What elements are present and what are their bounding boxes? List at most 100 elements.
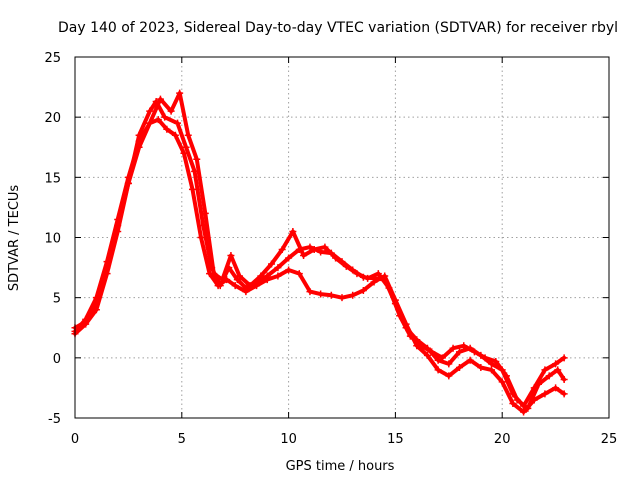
data-point-marker <box>502 372 510 380</box>
y-tick-label: 5 <box>53 292 61 307</box>
data-point-marker <box>92 306 100 314</box>
data-point-marker <box>460 342 468 350</box>
data-point-marker <box>434 366 442 374</box>
data-point-marker <box>306 243 314 251</box>
data-point-marker <box>163 125 171 133</box>
data-point-marker <box>92 294 100 302</box>
data-point-marker <box>417 342 425 350</box>
x-tick-label: 10 <box>280 432 297 447</box>
data-point-marker <box>406 332 414 340</box>
data-point-marker <box>210 270 218 278</box>
data-point-marker <box>124 173 132 181</box>
data-point-marker <box>310 246 318 254</box>
data-point-marker <box>174 119 182 127</box>
data-point-marker <box>342 262 350 270</box>
data-point-marker <box>171 131 179 139</box>
data-point-marker <box>438 354 446 362</box>
data-point-marker <box>535 380 543 388</box>
x-tick-label: 5 <box>178 432 186 447</box>
data-point-marker <box>103 258 111 266</box>
data-point-marker <box>242 288 250 296</box>
y-tick-label: 20 <box>44 111 61 126</box>
data-point-marker <box>359 286 367 294</box>
data-point-marker <box>327 291 335 299</box>
x-tick-label: 15 <box>387 432 404 447</box>
data-point-marker <box>193 155 201 163</box>
series-track-a <box>71 98 568 410</box>
data-point-marker <box>513 396 521 404</box>
series-line <box>73 117 567 414</box>
y-tick-label: 25 <box>44 51 61 66</box>
data-point-marker <box>364 274 372 282</box>
data-point-marker <box>455 348 463 356</box>
data-point-marker <box>445 372 453 380</box>
data-point-marker <box>257 272 265 280</box>
chart-title: Day 140 of 2023, Sidereal Day-to-day VTE… <box>58 20 618 36</box>
data-point-marker <box>214 282 222 290</box>
data-point-marker <box>235 272 243 280</box>
data-point-marker <box>455 363 463 371</box>
data-point-marker <box>146 119 154 127</box>
data-point-marker <box>338 294 346 302</box>
data-point-marker <box>197 234 205 241</box>
data-point-marker <box>321 243 329 251</box>
data-point-marker <box>218 276 226 284</box>
data-point-marker <box>449 344 457 352</box>
data-point-marker <box>385 284 393 292</box>
data-point-marker <box>498 378 506 386</box>
data-point-marker <box>233 276 241 284</box>
data-point-marker <box>541 390 549 398</box>
data-point-marker <box>374 270 382 278</box>
data-point-marker <box>263 276 271 284</box>
x-tick-label: 25 <box>601 432 618 447</box>
data-point-marker <box>295 270 303 278</box>
series-track-c <box>71 89 568 412</box>
data-point-marker <box>285 254 293 262</box>
data-point-marker <box>396 312 404 320</box>
data-point-marker <box>167 107 175 115</box>
data-point-marker <box>274 264 282 272</box>
data-point-marker <box>520 408 528 416</box>
data-point-marker <box>154 116 162 124</box>
data-point-marker <box>114 215 122 223</box>
data-point-marker <box>481 354 489 362</box>
data-point-marker <box>488 366 496 374</box>
data-point-marker <box>317 290 325 298</box>
data-point-marker <box>82 315 90 323</box>
data-point-marker <box>201 209 209 217</box>
y-tick-label: 0 <box>53 352 61 367</box>
data-point-marker <box>552 360 560 368</box>
data-point-marker <box>541 366 549 374</box>
data-point-marker <box>176 89 184 97</box>
data-point-marker <box>560 375 568 383</box>
data-point-marker <box>285 266 293 274</box>
data-point-marker <box>268 260 276 268</box>
y-tick-label: 15 <box>44 171 61 186</box>
data-point-marker <box>545 372 553 380</box>
data-point-marker <box>509 400 517 408</box>
data-point-marker <box>274 272 282 280</box>
data-point-marker <box>552 384 560 392</box>
data-point-marker <box>278 246 286 254</box>
data-point-marker <box>434 356 442 364</box>
x-tick-label: 0 <box>71 432 79 447</box>
x-tick-label: 20 <box>494 432 511 447</box>
data-point-marker <box>289 227 297 235</box>
data-point-marker <box>180 149 188 157</box>
data-point-marker <box>332 254 340 262</box>
x-axis-label: GPS time / hours <box>286 459 395 474</box>
y-tick-label: 10 <box>44 232 61 247</box>
data-point-marker <box>428 348 436 356</box>
data-point-marker <box>560 390 568 398</box>
series-layer <box>71 89 568 416</box>
data-point-marker <box>246 282 254 290</box>
data-point-marker <box>227 252 235 260</box>
data-point-marker <box>306 288 314 296</box>
data-point-marker <box>370 278 378 286</box>
y-tick-label: -5 <box>48 412 61 427</box>
data-point-marker <box>470 348 478 356</box>
y-axis-label: SDTVAR / TECUs <box>7 185 22 292</box>
data-point-marker <box>524 404 532 412</box>
data-point-marker <box>349 291 357 299</box>
